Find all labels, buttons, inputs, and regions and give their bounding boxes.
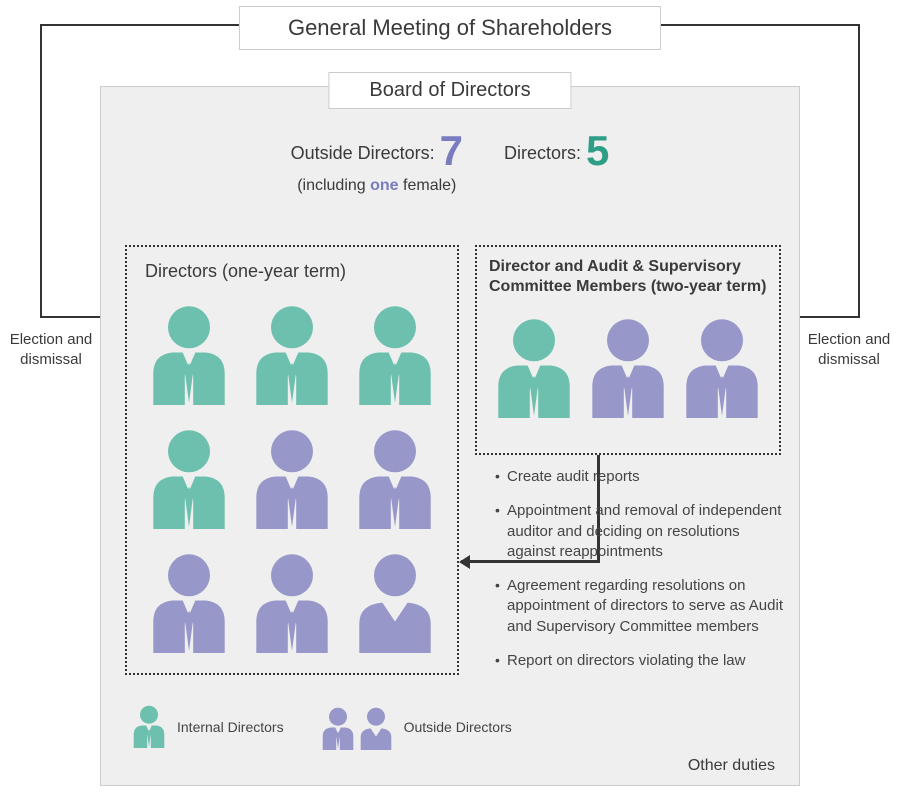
person-icon xyxy=(353,548,437,658)
directors-stat: Directors: 5 xyxy=(504,127,609,175)
person-icon xyxy=(680,313,764,423)
directors-count: 5 xyxy=(586,127,609,174)
legend-internal-label: Internal Directors xyxy=(177,719,284,735)
duty-item: Agreement regarding resolutions on appoi… xyxy=(495,576,785,637)
election-dismissal-left: Election and dismissal xyxy=(6,330,96,369)
legend: Internal Directors Outside Directors xyxy=(131,703,512,751)
board-of-directors-panel: Outside Directors: 7 (including one fema… xyxy=(100,86,800,786)
person-icon xyxy=(147,300,231,410)
outside-directors-label: Outside Directors: xyxy=(291,143,435,163)
connector-line-right xyxy=(858,60,860,316)
board-of-directors-title: Board of Directors xyxy=(328,72,571,109)
person-icon xyxy=(586,313,670,423)
audit-committee-box: Director and Audit & Supervisory Committ… xyxy=(475,245,781,455)
other-duties-label: Other duties xyxy=(688,757,775,775)
person-icon xyxy=(353,300,437,410)
person-icon xyxy=(250,424,334,534)
person-icon xyxy=(250,548,334,658)
person-icon xyxy=(492,313,576,423)
directors-label: Directors: xyxy=(504,143,581,163)
stats-row: Outside Directors: 7 (including one fema… xyxy=(101,127,799,195)
audit-duties-list: Create audit reports Appointment and remo… xyxy=(495,467,785,685)
legend-outside-label: Outside Directors xyxy=(404,719,512,735)
shareholders-title: General Meeting of Shareholders xyxy=(239,6,661,50)
person-icon xyxy=(353,424,437,534)
person-icon xyxy=(320,705,394,750)
person-icon xyxy=(147,548,231,658)
person-icon xyxy=(250,300,334,410)
connector-line-left xyxy=(40,60,42,316)
legend-outside: Outside Directors xyxy=(320,705,512,750)
election-dismissal-right: Election and dismissal xyxy=(804,330,894,369)
outside-directors-count: 7 xyxy=(440,127,463,174)
directors-people-grid xyxy=(137,290,447,658)
duty-item: Report on directors violating the law xyxy=(495,651,785,671)
directors-box-title: Directors (one-year term) xyxy=(145,261,447,282)
outside-directors-stat: Outside Directors: 7 (including one fema… xyxy=(291,127,463,195)
audit-box-title: Director and Audit & Supervisory Committ… xyxy=(489,257,767,297)
duty-item: Appointment and removal of independent a… xyxy=(495,501,785,562)
person-icon xyxy=(147,424,231,534)
legend-internal: Internal Directors xyxy=(131,703,284,751)
duty-item: Create audit reports xyxy=(495,467,785,487)
audit-people-grid xyxy=(487,303,769,423)
outside-directors-note: (including one female) xyxy=(291,177,463,195)
directors-box: Directors (one-year term) xyxy=(125,245,459,675)
person-icon xyxy=(131,703,167,751)
